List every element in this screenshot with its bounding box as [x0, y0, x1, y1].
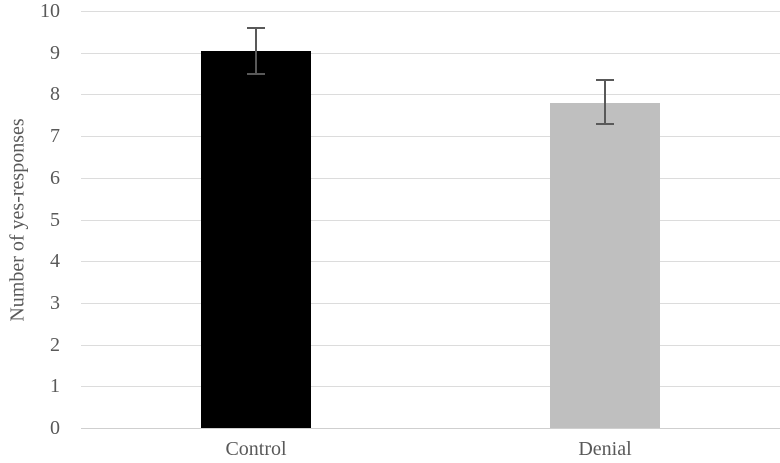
gridline-y9: [81, 53, 780, 54]
gridline-y2: [81, 345, 780, 346]
gridline-y1: [81, 386, 780, 387]
y-tick-label-7: 7: [50, 125, 60, 147]
bar-denial: [550, 103, 660, 428]
y-tick-label-6: 6: [50, 167, 60, 189]
y-tick-label-1: 1: [50, 375, 60, 397]
y-tick-label-3: 3: [50, 292, 60, 314]
error-bar-bottom-cap-denial: [596, 123, 614, 125]
y-tick-label-0: 0: [50, 417, 60, 439]
x-axis-line: [81, 428, 780, 429]
x-category-label-control: Control: [225, 438, 287, 460]
y-tick-label-8: 8: [50, 83, 60, 105]
gridline-y7: [81, 136, 780, 137]
error-bar-line-control: [255, 28, 257, 74]
gridline-y4: [81, 261, 780, 262]
y-tick-label-2: 2: [50, 334, 60, 356]
y-tick-label-10: 10: [40, 0, 60, 22]
error-bar-bottom-cap-control: [247, 73, 265, 75]
gridline-y10: [81, 11, 780, 12]
gridline-y8: [81, 94, 780, 95]
gridline-y3: [81, 303, 780, 304]
error-bar-line-denial: [604, 80, 606, 124]
error-bar-top-cap-denial: [596, 79, 614, 81]
x-category-label-denial: Denial: [578, 438, 632, 460]
y-tick-label-4: 4: [50, 250, 60, 272]
y-tick-label-9: 9: [50, 42, 60, 64]
error-bar-top-cap-control: [247, 27, 265, 29]
gridline-y6: [81, 178, 780, 179]
gridline-y5: [81, 220, 780, 221]
bar-control: [201, 51, 311, 428]
y-tick-label-5: 5: [50, 209, 60, 231]
